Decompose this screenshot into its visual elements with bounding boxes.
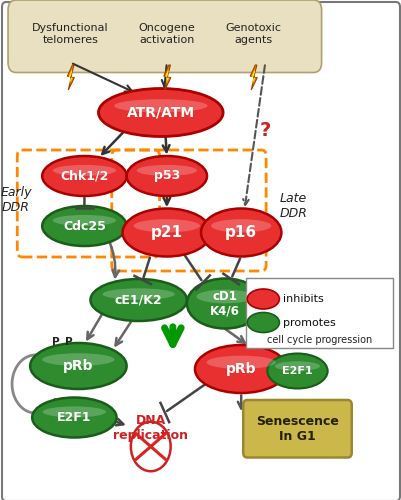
Text: Chk1/2: Chk1/2: [60, 170, 108, 182]
Text: inhibits: inhibits: [283, 294, 323, 304]
Ellipse shape: [98, 88, 223, 136]
Text: Early
DDR: Early DDR: [0, 186, 32, 214]
Polygon shape: [164, 65, 170, 90]
Text: cE1/K2: cE1/K2: [115, 294, 162, 306]
Ellipse shape: [114, 99, 207, 112]
Ellipse shape: [200, 208, 281, 256]
Ellipse shape: [136, 165, 196, 176]
Text: P: P: [65, 337, 72, 347]
Text: p21: p21: [150, 225, 182, 240]
Text: cell cycle progression: cell cycle progression: [266, 335, 371, 345]
Text: pRb: pRb: [63, 359, 93, 373]
Ellipse shape: [133, 219, 199, 232]
Ellipse shape: [274, 362, 319, 371]
Text: pRb: pRb: [225, 362, 256, 376]
Text: DNA
replication: DNA replication: [113, 414, 188, 442]
Text: ATR/ATM: ATR/ATM: [126, 106, 194, 120]
Text: Senescence
In G1: Senescence In G1: [255, 414, 338, 443]
Ellipse shape: [194, 345, 287, 393]
Ellipse shape: [206, 356, 275, 369]
Polygon shape: [251, 70, 255, 85]
Text: ?: ?: [259, 120, 270, 140]
Text: E2F1: E2F1: [57, 411, 91, 424]
Ellipse shape: [186, 278, 263, 328]
Text: Dysfunctional
telomeres: Dysfunctional telomeres: [32, 23, 108, 45]
Ellipse shape: [126, 156, 207, 196]
Ellipse shape: [42, 206, 126, 246]
FancyBboxPatch shape: [246, 278, 392, 347]
FancyBboxPatch shape: [8, 0, 321, 72]
Ellipse shape: [211, 219, 271, 232]
Text: P: P: [52, 337, 59, 347]
Polygon shape: [249, 65, 257, 90]
Text: E2F1: E2F1: [282, 366, 312, 376]
Ellipse shape: [43, 406, 106, 418]
Ellipse shape: [90, 279, 186, 321]
Ellipse shape: [53, 215, 116, 226]
Text: p53: p53: [153, 170, 180, 182]
FancyBboxPatch shape: [243, 400, 351, 458]
Ellipse shape: [42, 353, 114, 366]
Ellipse shape: [102, 288, 174, 300]
Polygon shape: [67, 65, 74, 90]
Ellipse shape: [122, 208, 211, 256]
Polygon shape: [165, 70, 168, 85]
Text: Late
DDR: Late DDR: [279, 192, 307, 220]
Ellipse shape: [247, 312, 279, 332]
Text: Oncogene
activation: Oncogene activation: [138, 23, 195, 45]
Text: Cdc25: Cdc25: [63, 220, 105, 232]
Ellipse shape: [196, 290, 253, 304]
Polygon shape: [69, 70, 73, 85]
Ellipse shape: [247, 289, 279, 309]
Text: Genotoxic
agents: Genotoxic agents: [225, 23, 281, 45]
Ellipse shape: [267, 354, 327, 388]
Ellipse shape: [53, 165, 116, 176]
Ellipse shape: [32, 398, 116, 438]
Ellipse shape: [42, 156, 126, 196]
Ellipse shape: [30, 343, 126, 389]
Text: p16: p16: [225, 225, 257, 240]
Text: cD1
K4/6: cD1 K4/6: [210, 290, 239, 318]
Text: promotes: promotes: [283, 318, 335, 328]
